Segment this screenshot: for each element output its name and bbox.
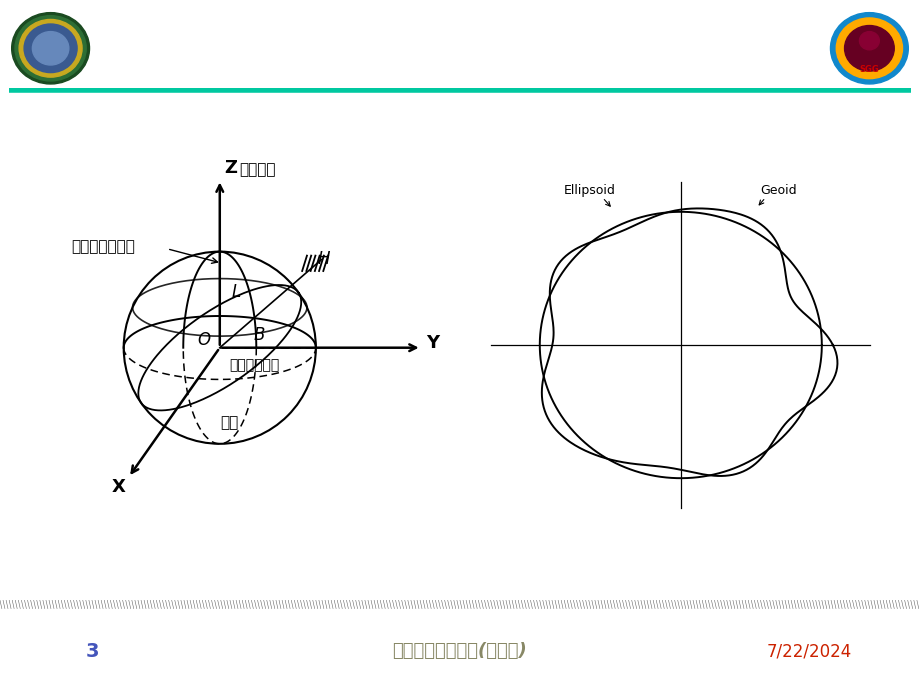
Text: H: H [317, 250, 330, 268]
Text: SGG: SGG [858, 65, 879, 74]
Text: 格林尼治子午线: 格林尼治子午线 [71, 239, 134, 255]
Circle shape [858, 32, 879, 50]
Circle shape [19, 19, 82, 77]
Text: 赤道: 赤道 [220, 415, 238, 430]
Text: 7/22/2024: 7/22/2024 [766, 642, 851, 660]
Text: 大地测量参考框架(郭际明): 大地测量参考框架(郭际明) [392, 642, 527, 660]
Text: Geoid: Geoid [760, 184, 796, 197]
Text: L: L [231, 283, 240, 301]
Text: Ellipsoid: Ellipsoid [562, 184, 615, 197]
Text: X: X [112, 478, 126, 496]
Text: 3: 3 [85, 642, 98, 661]
Text: O: O [197, 331, 210, 349]
Circle shape [24, 24, 77, 72]
Circle shape [32, 32, 69, 65]
Circle shape [15, 16, 86, 81]
Text: （地球质心）: （地球质心） [229, 358, 279, 372]
Circle shape [830, 12, 907, 84]
Text: Z: Z [224, 159, 237, 177]
Circle shape [12, 12, 89, 84]
Circle shape [844, 26, 893, 71]
Text: B: B [253, 326, 265, 344]
Circle shape [835, 18, 902, 79]
Text: （北极）: （北极） [239, 161, 275, 177]
Text: Y: Y [425, 334, 439, 352]
